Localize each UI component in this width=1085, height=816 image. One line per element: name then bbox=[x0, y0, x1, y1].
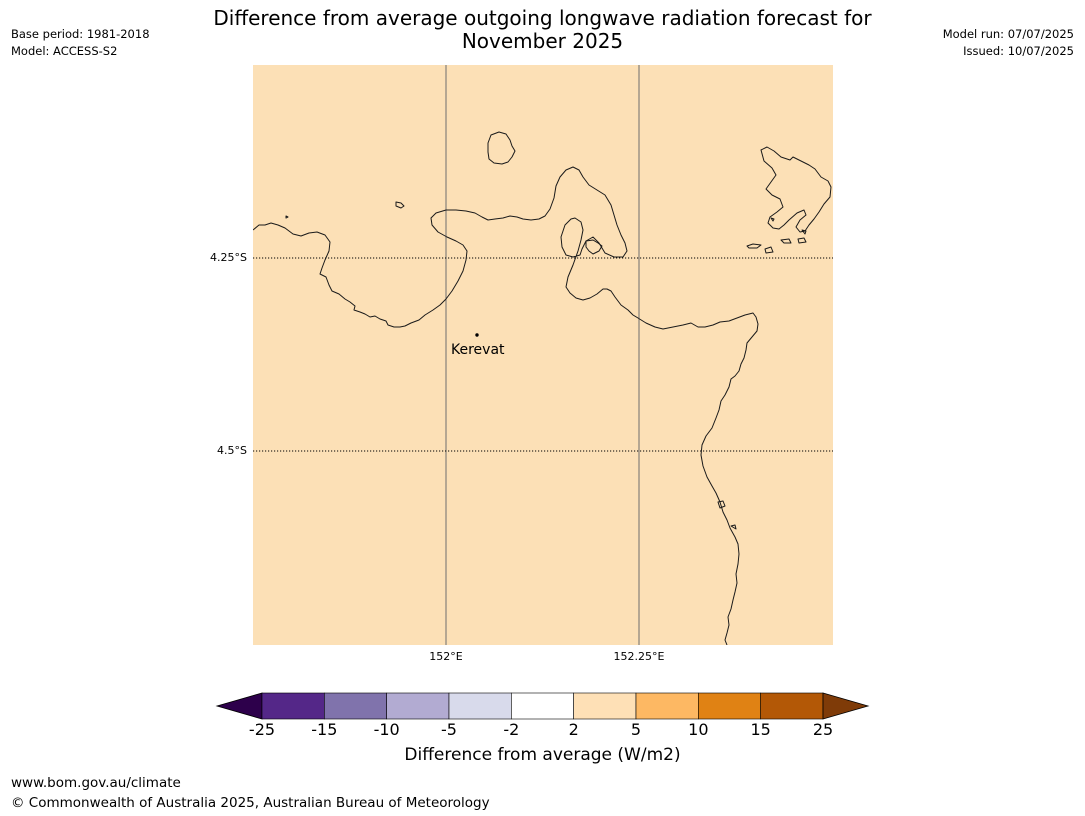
colorbar-bin bbox=[573, 692, 637, 720]
colorbar-tick-label: -10 bbox=[373, 720, 400, 739]
coastline-islands-ne bbox=[760, 146, 832, 233]
colorbar-under-arrow bbox=[215, 692, 263, 720]
model-text: Model: ACCESS-S2 bbox=[11, 44, 118, 58]
colorbar-tick-label: 15 bbox=[750, 720, 771, 739]
title-line-2: November 2025 bbox=[461, 29, 624, 53]
title-line-1: Difference from average outgoing longwav… bbox=[213, 6, 872, 30]
coastline-islet-ne-4 bbox=[797, 237, 807, 244]
colorbar-bin bbox=[386, 692, 450, 720]
lon-label-152-25: 152.25°E bbox=[613, 650, 665, 663]
colorbar-bin bbox=[448, 692, 512, 720]
place-label-kerevat: Kerevat bbox=[451, 342, 505, 358]
colorbar-bin bbox=[261, 692, 325, 720]
coastline-islet-ne-1 bbox=[746, 243, 762, 249]
colorbar-bin bbox=[760, 692, 824, 720]
colorbar-bin bbox=[324, 692, 387, 720]
map-svg bbox=[253, 65, 833, 645]
coastline-islet bbox=[395, 201, 405, 209]
coastline bbox=[253, 131, 832, 645]
coastline-island-north bbox=[487, 131, 516, 165]
coastline-west bbox=[253, 166, 759, 645]
colorbar-tick-label: 25 bbox=[812, 720, 834, 739]
coastline-islet-ne-6 bbox=[770, 217, 775, 222]
forecast-map bbox=[253, 65, 833, 645]
coastline-inner-bay bbox=[585, 239, 603, 255]
header-left: Base period: 1981-2018 Model: ACCESS-S2 bbox=[11, 26, 150, 60]
coastline-islet-ne-3 bbox=[780, 238, 792, 244]
colorbar-tick-label: 2 bbox=[568, 720, 579, 739]
colorbar-bin bbox=[635, 692, 699, 720]
coastline-islet-ne-2 bbox=[764, 246, 774, 254]
colorbar-bins bbox=[261, 692, 824, 720]
base-period-text: Base period: 1981-2018 bbox=[11, 27, 150, 41]
model-run-text: Model run: 07/07/2025 bbox=[942, 27, 1074, 41]
lat-label-4-25: 4.25°S bbox=[210, 251, 247, 264]
lat-label-4-5: 4.5°S bbox=[217, 444, 247, 457]
colorbar-tick-label: -2 bbox=[503, 720, 520, 739]
colorbar bbox=[215, 692, 870, 720]
place-marker-dot bbox=[475, 333, 479, 337]
coastline-islet-ne-5 bbox=[801, 229, 807, 235]
coastline-islet-east-2 bbox=[730, 524, 737, 530]
colorbar-tick-label: -5 bbox=[441, 720, 457, 739]
map-title: Difference from average outgoing longwav… bbox=[180, 7, 905, 53]
lon-label-152: 152°E bbox=[429, 650, 463, 663]
colorbar-bin bbox=[511, 692, 574, 720]
header-right: Model run: 07/07/2025 Issued: 10/07/2025 bbox=[943, 26, 1074, 60]
coastline-islet-east-1 bbox=[717, 500, 726, 509]
coastline-islet-west bbox=[285, 215, 289, 219]
colorbar-tick-label: -15 bbox=[311, 720, 338, 739]
colorbar-over-arrow bbox=[822, 692, 870, 720]
colorbar-tick-label: 10 bbox=[688, 720, 709, 739]
colorbar-tick-label: -25 bbox=[248, 720, 276, 739]
colorbar-title: Difference from average (W/m2) bbox=[404, 745, 681, 765]
colorbar-bin bbox=[698, 692, 761, 720]
footer-copyright: © Commonwealth of Australia 2025, Austra… bbox=[11, 795, 490, 811]
colorbar-tick-label: 5 bbox=[630, 720, 642, 739]
footer-url[interactable]: www.bom.gov.au/climate bbox=[11, 775, 181, 791]
issued-text: Issued: 10/07/2025 bbox=[963, 44, 1074, 58]
